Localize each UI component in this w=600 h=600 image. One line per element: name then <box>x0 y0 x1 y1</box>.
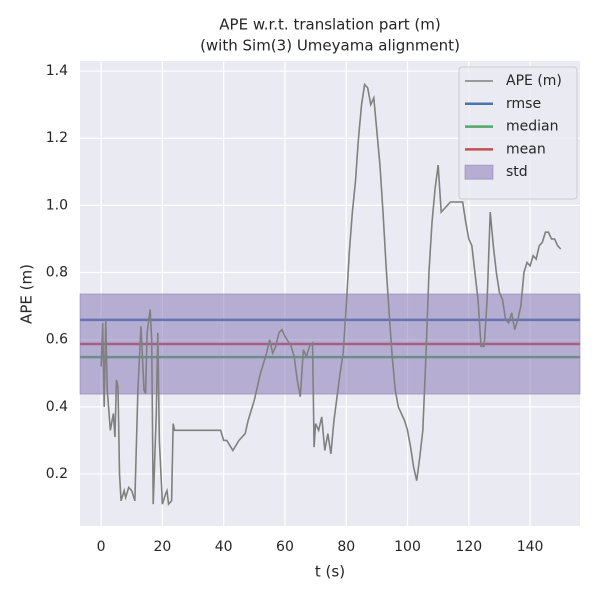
x-tick-label: 80 <box>337 539 355 555</box>
legend-label: median <box>506 119 558 135</box>
y-tick-label: 1.4 <box>46 63 68 79</box>
x-tick-label: 100 <box>394 539 421 555</box>
y-tick-label: 1.0 <box>46 197 68 213</box>
y-axis-label: APE (m) <box>18 264 36 324</box>
legend-swatch <box>464 164 494 180</box>
chart-title: APE w.r.t. translation part (m) <box>219 16 440 34</box>
x-tick-label: 40 <box>215 539 233 555</box>
legend-label: std <box>506 164 528 180</box>
x-axis-label: t (s) <box>315 563 345 581</box>
x-tick-label: 60 <box>276 539 294 555</box>
y-tick-label: 0.8 <box>46 265 68 281</box>
y-tick-label: 0.4 <box>46 399 68 415</box>
std-band <box>79 293 581 395</box>
x-tick-label: 120 <box>455 539 482 555</box>
x-tick-label: 140 <box>517 539 544 555</box>
x-tick-label: 20 <box>154 539 172 555</box>
y-tick-label: 1.2 <box>46 130 68 146</box>
legend-label: mean <box>506 141 546 157</box>
y-tick-label: 0.6 <box>46 332 68 348</box>
chart-subtitle: (with Sim(3) Umeyama alignment) <box>200 37 460 55</box>
legend-label: APE (m) <box>506 73 562 89</box>
legend-label: rmse <box>506 96 541 112</box>
x-tick-label: 0 <box>97 539 106 555</box>
y-tick-label: 0.2 <box>46 466 68 482</box>
ape-line <box>100 82 562 507</box>
